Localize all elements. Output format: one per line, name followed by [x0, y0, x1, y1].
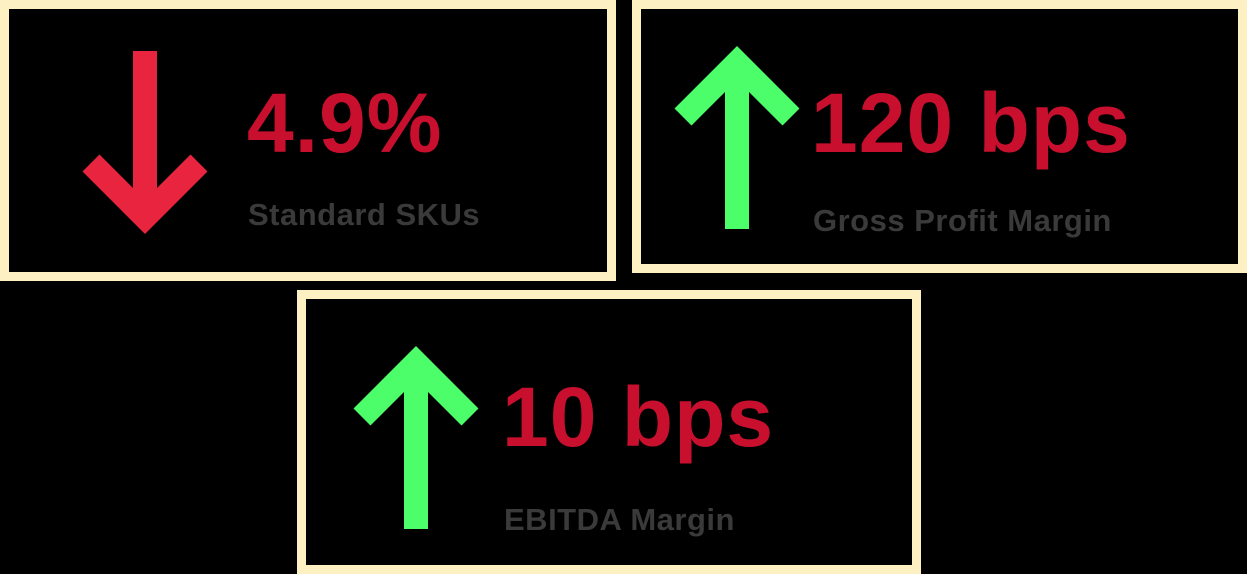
kpi-label: EBITDA Margin: [504, 502, 735, 537]
arrow-down-icon: [82, 51, 208, 234]
kpi-card-ebitda-margin: 10 bps EBITDA Margin: [297, 290, 921, 574]
arrow-up-icon: [353, 346, 479, 529]
kpi-value: 120 bps: [811, 76, 1131, 170]
arrow-up-icon: [674, 46, 800, 229]
kpi-label: Standard SKUs: [248, 197, 481, 232]
kpi-value: 4.9%: [247, 76, 443, 170]
kpi-value: 10 bps: [502, 370, 775, 464]
kpi-card-standard-skus: 4.9% Standard SKUs: [0, 0, 616, 281]
kpi-label: Gross Profit Margin: [813, 203, 1112, 238]
kpi-card-gross-profit-margin: 120 bps Gross Profit Margin: [632, 0, 1247, 273]
